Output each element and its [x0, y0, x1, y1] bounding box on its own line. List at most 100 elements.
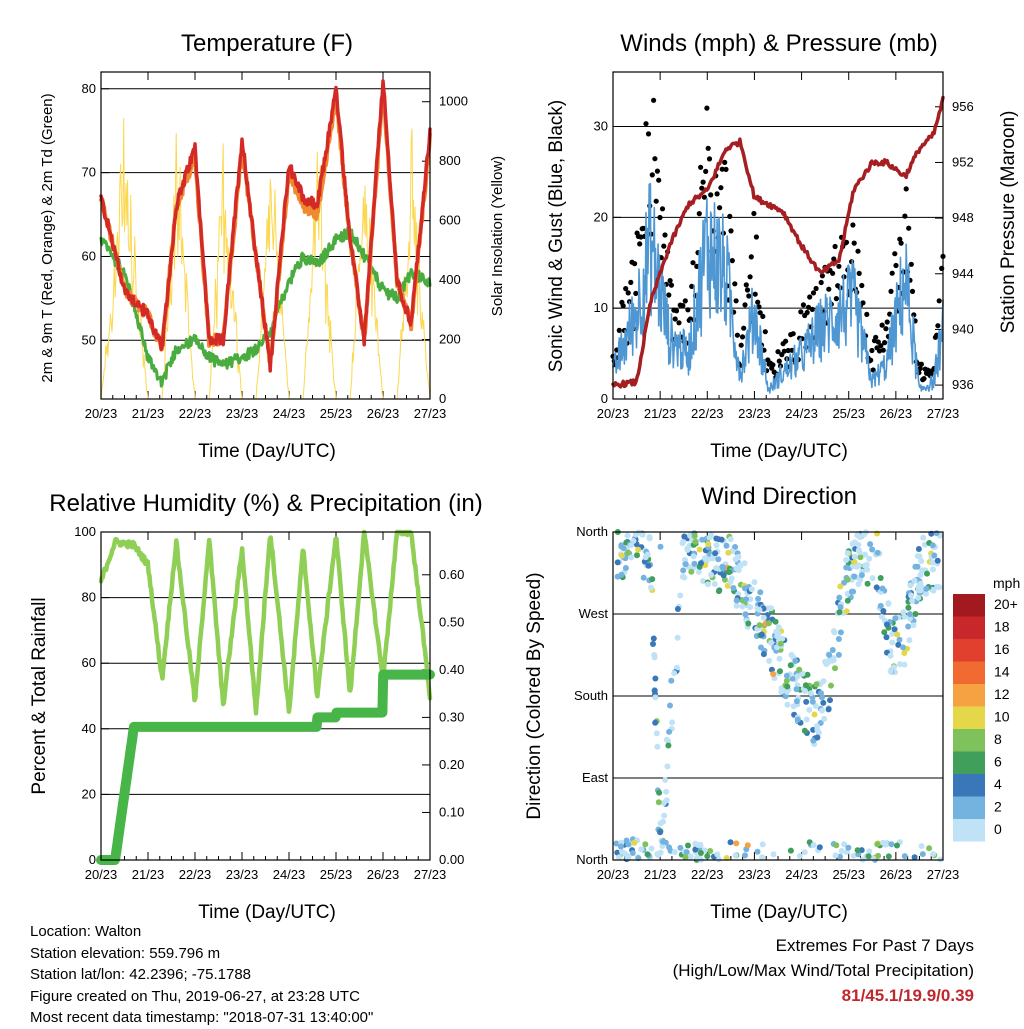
x-tick-label: 20/23	[85, 406, 118, 421]
direction-point	[616, 854, 623, 861]
gust-point	[728, 228, 734, 234]
direction-point	[862, 551, 868, 558]
direction-point	[918, 843, 925, 850]
direction-point	[820, 699, 827, 706]
gust-point	[879, 322, 885, 328]
direction-point	[664, 763, 671, 770]
temperature-panel: 50 60 70 80 20/23 21/23 22/23 23/23 24/23 25/23 26…	[82, 71, 468, 421]
direction-point	[708, 571, 715, 578]
direction-point	[879, 585, 886, 592]
direction-point	[667, 702, 673, 709]
direction-point	[677, 844, 684, 851]
y-tick-label: 20	[594, 209, 608, 224]
gust-point	[689, 283, 695, 289]
direction-point	[723, 542, 730, 549]
direction-point	[783, 677, 790, 684]
direction-point	[877, 602, 884, 609]
y2-tick-label: 944	[952, 266, 974, 281]
direction-point	[820, 678, 827, 685]
x-tick-label: 26/23	[880, 406, 913, 421]
direction-point	[790, 703, 797, 710]
direction-point	[737, 562, 744, 569]
gust-point	[775, 349, 781, 355]
gust-point	[701, 194, 708, 200]
gust-point	[722, 159, 728, 165]
gust-point	[714, 191, 720, 197]
direction-point	[743, 596, 750, 603]
direction-point	[915, 546, 922, 552]
gust-point	[668, 282, 675, 288]
legend-swatch	[953, 774, 985, 797]
gust-point	[649, 172, 655, 178]
direction-point	[811, 711, 818, 718]
direction-point	[806, 706, 813, 713]
direction-point	[809, 698, 816, 705]
direction-point	[929, 559, 936, 566]
gust-point	[727, 213, 733, 219]
gust-point	[723, 166, 729, 172]
gust-point	[623, 286, 629, 292]
gust-point	[831, 256, 837, 262]
x-tick-label: 24/23	[273, 406, 306, 421]
direction-point	[720, 572, 727, 579]
gust-point	[798, 309, 804, 315]
direction-point	[742, 852, 748, 859]
gust-point	[751, 210, 757, 217]
legend-label: 2	[994, 799, 1002, 815]
y-tick-label: 10	[594, 300, 608, 315]
direction-point	[783, 688, 790, 695]
x-tick-label: 23/23	[738, 406, 771, 421]
direction-point	[629, 850, 636, 856]
gust-point	[742, 302, 748, 308]
gust-point	[851, 240, 857, 246]
direction-point	[887, 652, 894, 659]
gust-point	[632, 261, 638, 267]
direction-point	[652, 719, 659, 726]
gust-point	[800, 302, 807, 308]
latlon-text: Station lat/lon: 42.2396; -75.1788	[30, 966, 252, 983]
gust-point	[818, 279, 824, 286]
gust-point	[637, 241, 643, 247]
gust-point	[809, 306, 815, 312]
direction-point	[683, 849, 690, 856]
direction-point	[866, 555, 873, 562]
gust-point	[804, 309, 810, 316]
direction-point	[680, 538, 687, 545]
x-tick-label: 22/23	[691, 867, 724, 882]
direction-point	[881, 629, 888, 636]
gust-point	[685, 307, 691, 313]
direction-point	[649, 576, 656, 583]
gust-point	[654, 168, 661, 174]
direction-point	[757, 589, 764, 596]
direction-point	[742, 611, 749, 618]
direction-point	[818, 690, 824, 697]
y2-tick-label: 940	[952, 321, 974, 336]
y-tick-label: 30	[594, 119, 608, 134]
gust-point	[696, 211, 702, 217]
direction-point	[663, 736, 670, 743]
y2-tick-label: 0.20	[439, 757, 464, 772]
gust-point	[682, 298, 688, 304]
direction-point	[696, 546, 703, 553]
gust-point	[897, 236, 903, 242]
direction-point	[887, 668, 894, 675]
gust-point	[870, 367, 876, 373]
legend-label: 12	[994, 686, 1010, 702]
direction-point	[773, 628, 780, 635]
direction-point	[897, 661, 903, 668]
direction-point	[875, 852, 882, 859]
direction-xlabel: Time (Day/UTC)	[710, 902, 848, 923]
direction-point	[863, 561, 870, 568]
direction-point	[792, 658, 799, 664]
direction-point	[770, 851, 777, 858]
y-tick-label: 80	[82, 590, 96, 605]
direction-point	[712, 550, 719, 557]
direction-point	[628, 554, 635, 561]
gust-point	[833, 296, 840, 302]
direction-point	[709, 555, 716, 562]
direction-point	[917, 580, 924, 587]
direction-point	[900, 644, 906, 651]
direction-point	[827, 697, 833, 704]
plot-frame	[100, 531, 431, 861]
direction-point	[687, 853, 694, 860]
